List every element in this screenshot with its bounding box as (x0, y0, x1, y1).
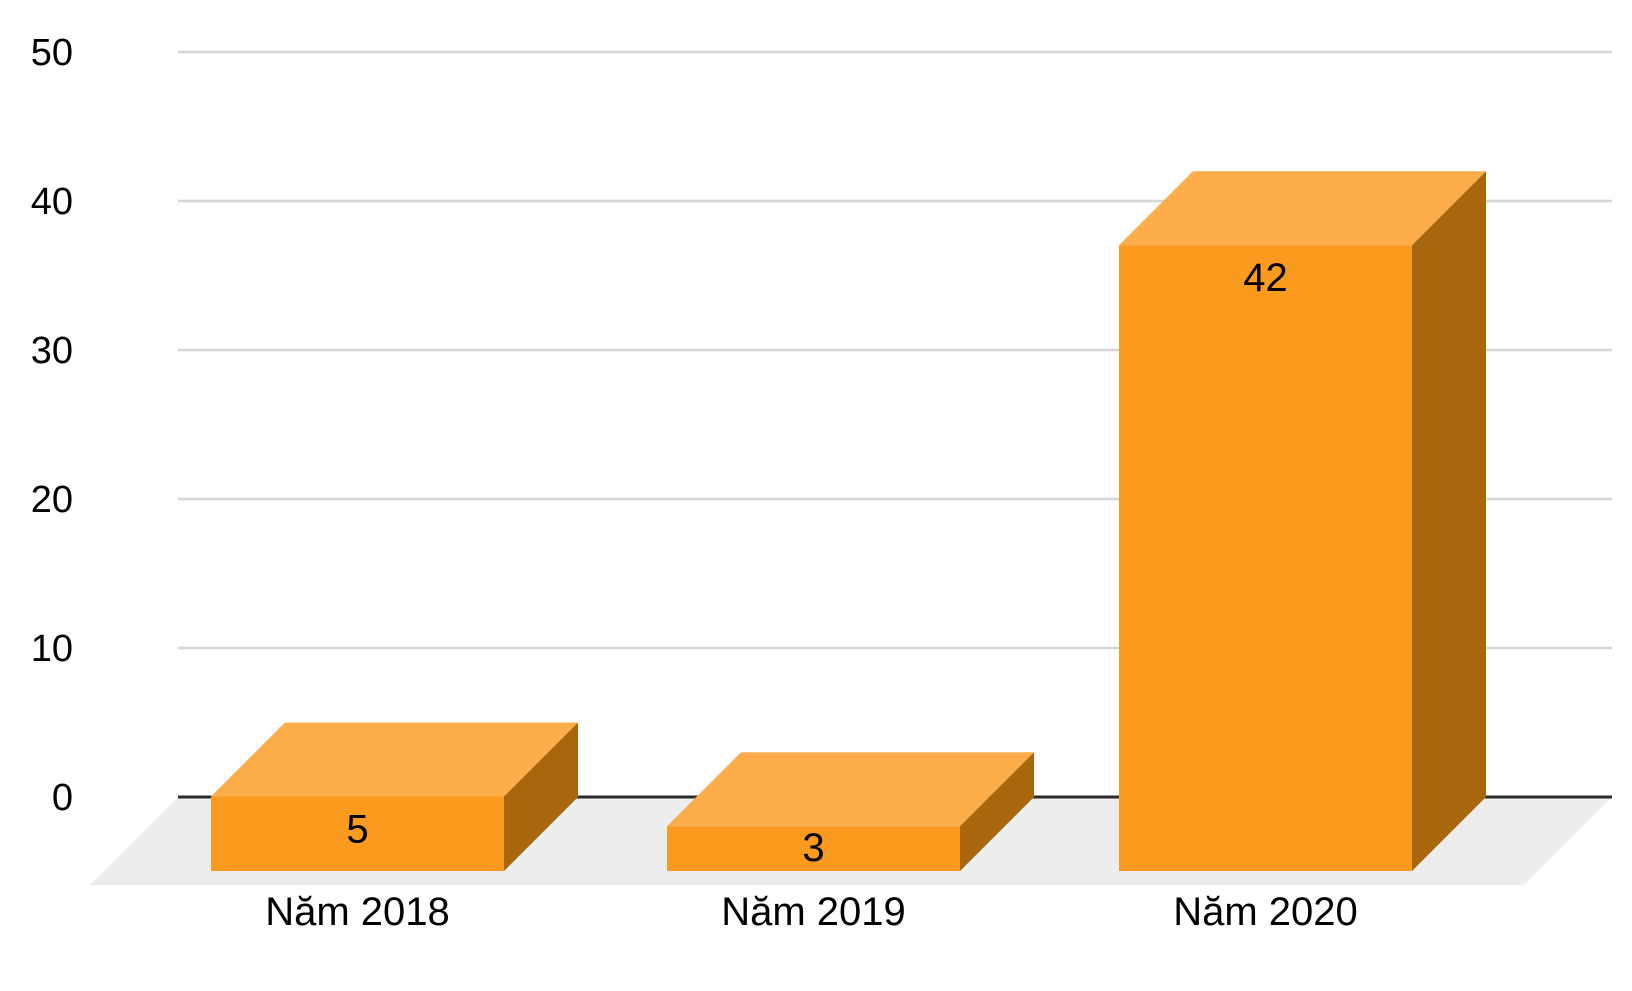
bar-top-face (211, 722, 578, 797)
bar-side-face (960, 752, 1034, 871)
y-axis-tick-label: 40 (31, 181, 73, 223)
y-axis-tick-labels: 0 10 20 30 40 50 (31, 32, 73, 819)
y-axis-tick-label: 10 (31, 628, 73, 670)
bar-top-face (667, 752, 1034, 827)
x-axis-category-label: Năm 2019 (721, 890, 906, 934)
x-axis-category-label: Năm 2020 (1173, 890, 1358, 934)
bar-1: 5 (211, 722, 578, 871)
bar-front-face (667, 826, 960, 871)
y-axis-tick-label: 50 (31, 32, 73, 74)
bar-front-face (1119, 245, 1412, 871)
x-axis-category-label: Năm 2018 (265, 890, 450, 934)
bar-side-face (504, 722, 578, 871)
bar-value-label: 42 (1243, 256, 1288, 300)
y-axis-tick-label: 20 (31, 479, 73, 521)
x-axis-category-labels: Năm 2018 Năm 2019 Năm 2020 (265, 890, 1358, 934)
bars: 5 3 42 (211, 171, 1486, 871)
bar-side-face (1412, 171, 1486, 871)
bar-3: 42 (1119, 171, 1486, 871)
bar-2: 3 (667, 752, 1034, 871)
bar-value-label: 5 (346, 808, 368, 852)
bar-value-label: 3 (802, 826, 824, 870)
y-axis-tick-label: 30 (31, 330, 73, 372)
bar-top-face (1119, 171, 1486, 246)
bar-front-face (211, 796, 504, 871)
y-axis-tick-label: 0 (52, 777, 73, 819)
